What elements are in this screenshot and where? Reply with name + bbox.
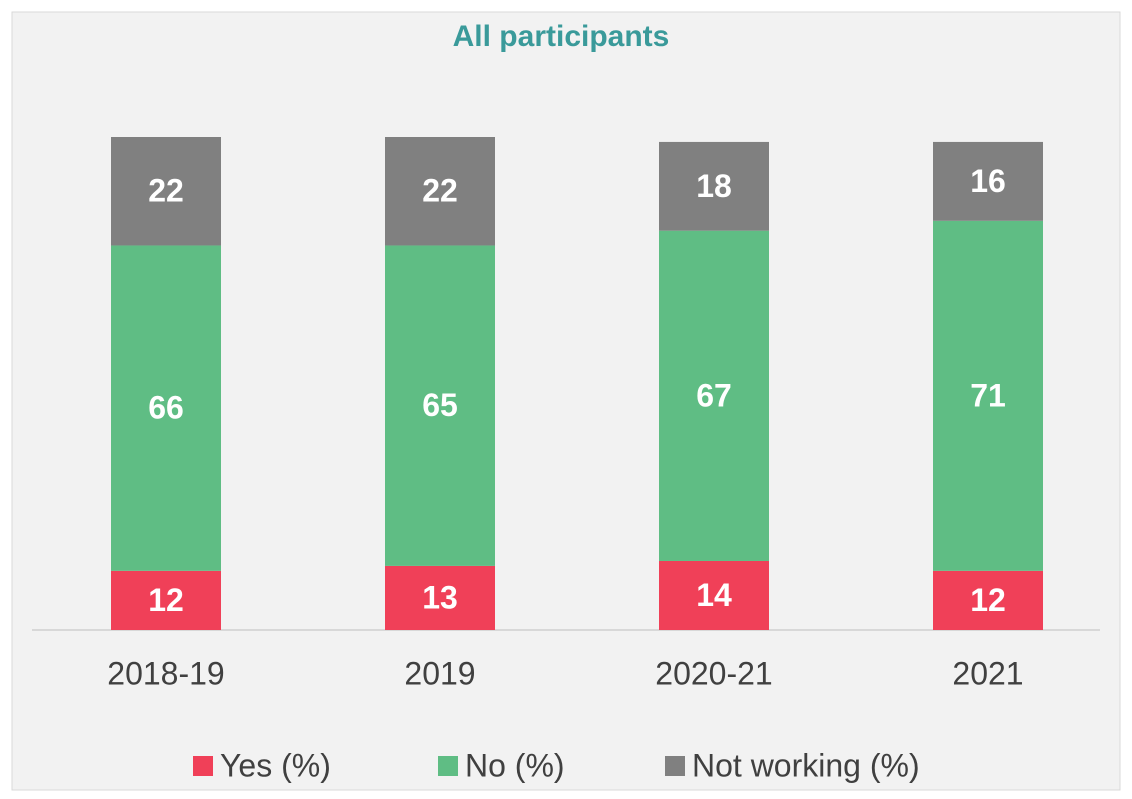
legend-label: No (%) — [465, 747, 565, 783]
bar-segment — [111, 137, 221, 246]
bar-segment — [385, 245, 495, 566]
bar-segment — [385, 137, 495, 246]
bar-segment — [659, 141, 769, 231]
legend-swatch — [438, 756, 458, 776]
data-label: 67 — [696, 377, 732, 413]
data-label: 66 — [148, 390, 184, 426]
x-tick-label: 2021 — [952, 655, 1023, 691]
data-label: 14 — [696, 577, 732, 613]
data-label: 12 — [970, 582, 1006, 618]
chart-title: All participants — [453, 20, 670, 53]
data-label: 13 — [422, 579, 458, 615]
legend-label: Not working (%) — [692, 747, 920, 783]
x-tick-label: 2020-21 — [655, 655, 772, 691]
legend-swatch — [193, 756, 213, 776]
bar-segment — [111, 245, 221, 571]
bar-segment — [659, 230, 769, 561]
data-label: 22 — [422, 173, 458, 209]
data-label: 22 — [148, 173, 184, 209]
bar-segment — [385, 565, 495, 630]
bar-segment — [933, 220, 1043, 571]
data-label: 71 — [970, 377, 1006, 413]
bar-segment — [933, 570, 1043, 630]
legend-label: Yes (%) — [220, 747, 331, 783]
legend-swatch — [665, 756, 685, 776]
data-label: 16 — [970, 163, 1006, 199]
bar-segment — [659, 560, 769, 630]
data-label: 65 — [422, 387, 458, 423]
x-tick-label: 2018-19 — [107, 655, 224, 691]
bar-segment — [111, 570, 221, 630]
data-label: 18 — [696, 168, 732, 204]
bar-segment — [933, 141, 1043, 221]
data-label: 12 — [148, 582, 184, 618]
x-tick-label: 2019 — [404, 655, 475, 691]
